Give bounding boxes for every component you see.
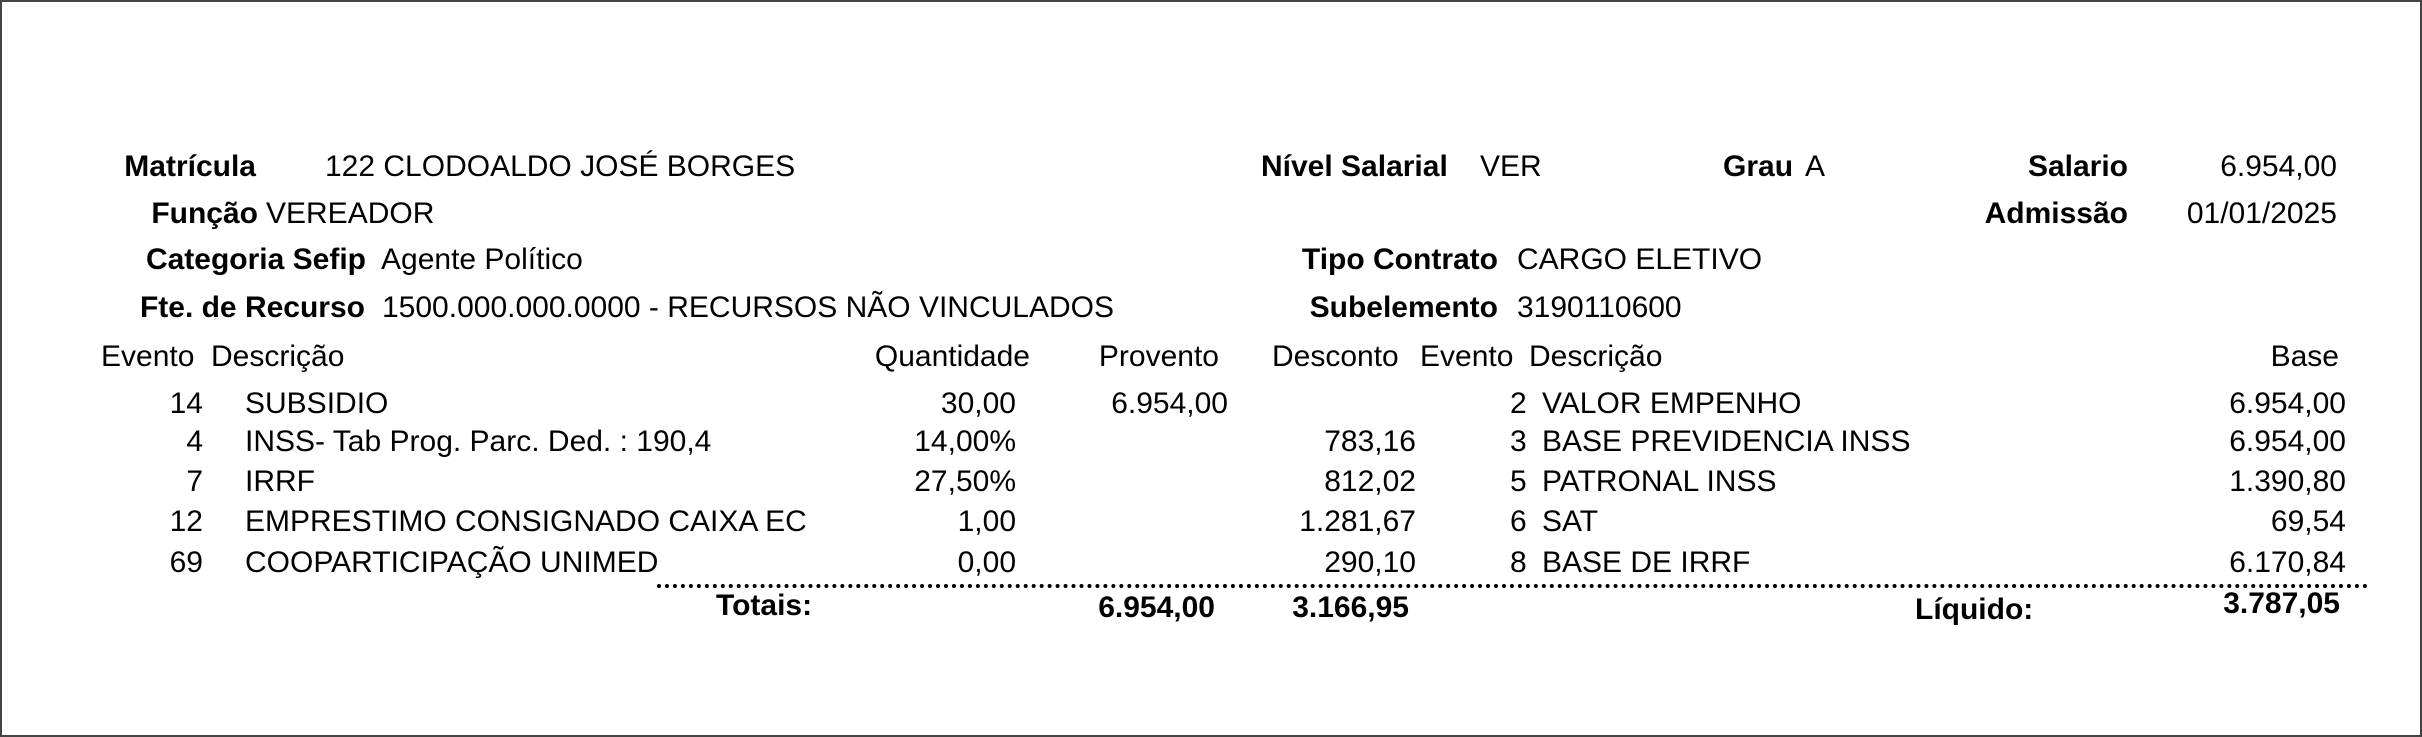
salario-label: Salario	[2027, 150, 2128, 183]
liquido-value: 3.787,05	[2223, 587, 2340, 620]
col-quantidade: Quantidade	[874, 340, 1030, 373]
base-event-code: 2	[1510, 387, 1527, 420]
col-base-evento: Evento	[1420, 340, 1514, 373]
fonte-recurso-label: Fte. de Recurso	[139, 291, 365, 324]
funcao-label: Função	[151, 197, 258, 230]
grau-label: Grau	[1723, 150, 1794, 183]
col-base-descricao: Descrição	[1529, 340, 1663, 373]
admissao-value: 01/01/2025	[2186, 197, 2337, 230]
col-desconto: Desconto	[1272, 340, 1399, 373]
event-desconto: 783,16	[1324, 425, 1416, 458]
base-event-code: 8	[1510, 546, 1527, 579]
subelemento-label: Subelemento	[1309, 291, 1498, 324]
event-description: INSS- Tab Prog. Parc. Ded. : 190,4	[245, 425, 712, 458]
matricula-value: 122 CLODOALDO JOSÉ BORGES	[325, 150, 796, 183]
nivel-salarial-value: VER	[1480, 150, 1542, 183]
event-code: 12	[169, 505, 203, 538]
event-desconto: 812,02	[1324, 465, 1416, 498]
event-code: 14	[169, 387, 203, 420]
base-description: VALOR EMPENHO	[1542, 387, 1802, 420]
event-description: EMPRESTIMO CONSIGNADO CAIXA EC	[245, 505, 807, 538]
categoria-sefip-value: Agente Político	[381, 243, 583, 276]
event-code: 69	[169, 546, 203, 579]
event-desconto: 290,10	[1324, 546, 1416, 579]
funcao-value: VEREADOR	[266, 197, 435, 230]
grau-value: A	[1805, 150, 1826, 183]
totals-divider	[657, 584, 2369, 588]
event-quantity: 1,00	[957, 505, 1016, 538]
col-base: Base	[2270, 340, 2339, 373]
base-description: BASE DE IRRF	[1542, 546, 1751, 579]
tipo-contrato-value: CARGO ELETIVO	[1517, 243, 1763, 276]
salario-value: 6.954,00	[2220, 150, 2337, 183]
col-provento: Provento	[1098, 340, 1219, 373]
event-quantity: 27,50%	[914, 465, 1016, 498]
tipo-contrato-label: Tipo Contrato	[1301, 243, 1498, 276]
base-value: 1.390,80	[2229, 465, 2346, 498]
total-provento: 6.954,00	[1098, 591, 1215, 624]
base-event-code: 5	[1510, 465, 1527, 498]
event-desconto: 1.281,67	[1299, 505, 1416, 538]
event-quantity: 30,00	[940, 387, 1016, 420]
liquido-label: Líquido:	[1915, 593, 2034, 626]
fonte-recurso-value: 1500.000.000.0000 - RECURSOS NÃO VINCULA…	[382, 291, 1114, 324]
total-desconto: 3.166,95	[1292, 591, 1409, 624]
base-value: 69,54	[2270, 505, 2346, 538]
totals-label: Totais:	[716, 589, 813, 622]
col-evento: Evento	[101, 340, 195, 373]
matricula-label: Matrícula	[124, 150, 256, 183]
base-description: PATRONAL INSS	[1542, 465, 1777, 498]
base-value: 6.954,00	[2229, 387, 2346, 420]
base-value: 6.954,00	[2229, 425, 2346, 458]
base-event-code: 3	[1510, 425, 1527, 458]
event-description: COOPARTICIPAÇÃO UNIMED	[245, 546, 659, 579]
event-quantity: 14,00%	[914, 425, 1016, 458]
col-descricao: Descrição	[211, 340, 345, 373]
event-code: 4	[186, 425, 203, 458]
subelemento-value: 3190110600	[1517, 291, 1682, 324]
event-description: IRRF	[245, 465, 315, 498]
event-quantity: 0,00	[957, 546, 1016, 579]
nivel-salarial-label: Nível Salarial	[1261, 150, 1448, 183]
base-description: SAT	[1542, 505, 1599, 538]
base-event-code: 6	[1510, 505, 1527, 538]
categoria-sefip-label: Categoria Sefip	[145, 243, 366, 276]
base-description: BASE PREVIDENCIA INSS	[1542, 425, 1911, 458]
event-code: 7	[186, 465, 203, 498]
event-provento: 6.954,00	[1111, 387, 1228, 420]
base-value: 6.170,84	[2229, 546, 2346, 579]
event-description: SUBSIDIO	[245, 387, 389, 420]
admissao-label: Admissão	[1984, 197, 2128, 230]
